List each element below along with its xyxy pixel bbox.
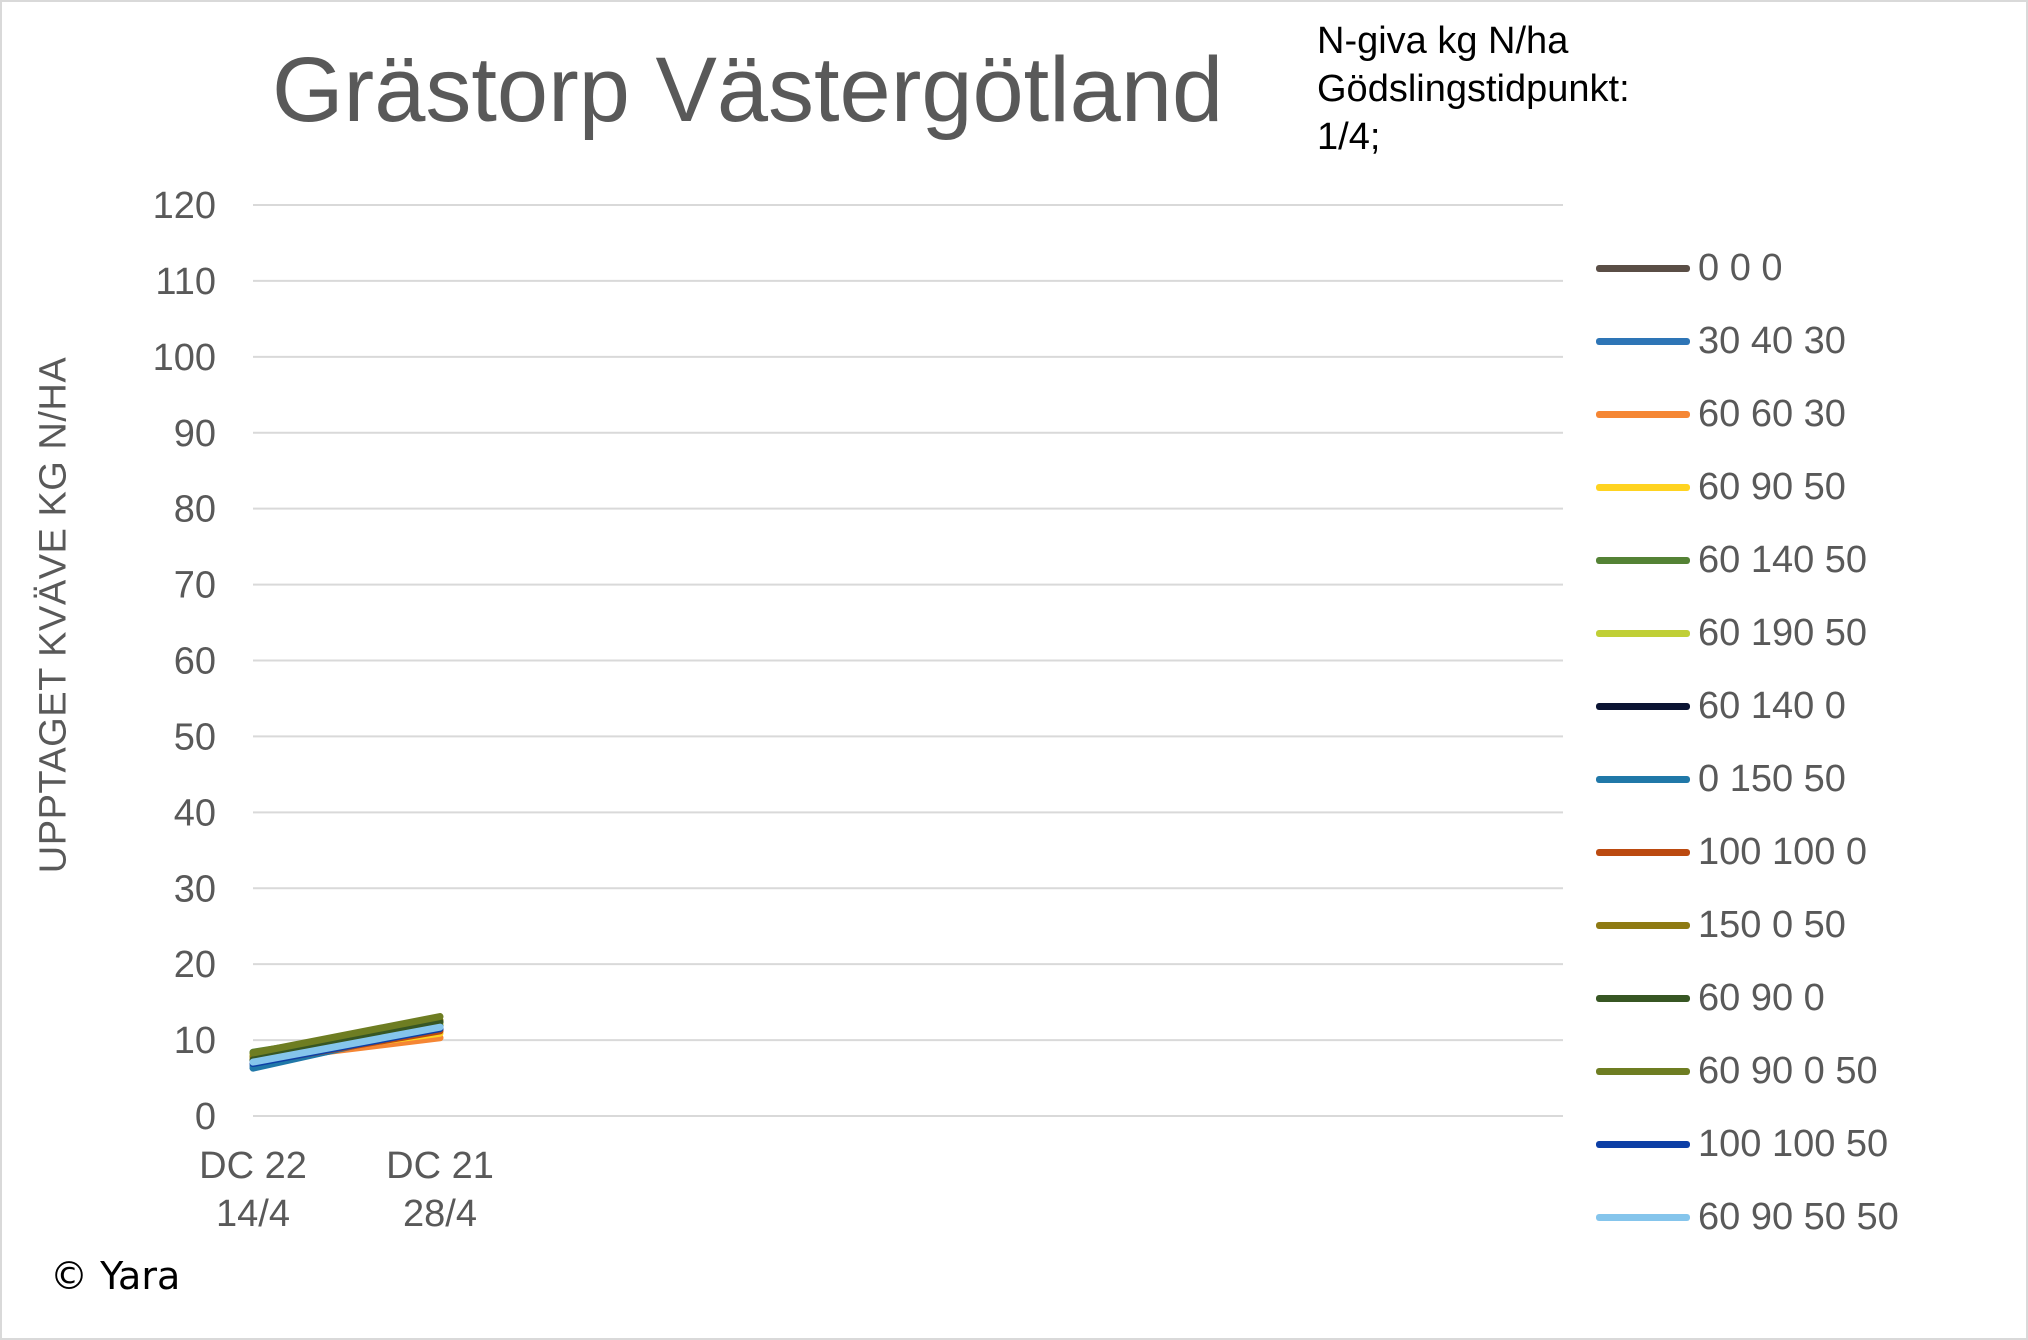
- annotation-line-2: Gödslingstidpunkt:: [1317, 68, 1630, 110]
- y-tick-label: 90: [174, 413, 216, 455]
- legend-swatch: [1596, 922, 1690, 929]
- legend-swatch: [1596, 630, 1690, 637]
- y-tick-labels: 0 10 20 30 40 50 60 70 80 90 100 110 120: [153, 185, 216, 1138]
- x-tick-label: 14/4: [216, 1193, 290, 1235]
- legend-label: 0 150 50: [1698, 758, 1846, 800]
- x-tick-label: 28/4: [403, 1193, 477, 1235]
- chart-title: Grästorp Västergötland: [272, 39, 1224, 141]
- legend-label: 60 90 0 50: [1698, 1050, 1878, 1092]
- y-tick-label: 10: [174, 1020, 216, 1062]
- y-tick-label: 60: [174, 641, 216, 683]
- legend-label: 100 100 50: [1698, 1123, 1889, 1165]
- legend-swatch: [1596, 703, 1690, 710]
- y-tick-label: 30: [174, 868, 216, 910]
- legend-label: 30 40 30: [1698, 320, 1846, 362]
- annotation-line-1: N-giva kg N/ha: [1317, 20, 1569, 62]
- legend-swatch: [1596, 265, 1690, 272]
- legend-swatch: [1596, 995, 1690, 1002]
- legend-label: 100 100 0: [1698, 831, 1868, 873]
- legend-label: 150 0 50: [1698, 904, 1846, 946]
- legend-label: 60 60 30: [1698, 393, 1846, 435]
- legend-label: 60 90 50: [1698, 466, 1846, 508]
- legend-swatch: [1596, 411, 1690, 418]
- copyright-text: © Yara: [50, 1254, 181, 1298]
- legend-label: 60 140 0: [1698, 685, 1846, 727]
- y-tick-label: 80: [174, 489, 216, 531]
- y-tick-label: 110: [155, 261, 216, 303]
- legend-label: 60 190 50: [1698, 612, 1868, 654]
- legend-swatch: [1596, 557, 1690, 564]
- x-tick-label: DC 22: [199, 1145, 307, 1187]
- x-tick-label: DC 21: [386, 1145, 494, 1187]
- y-tick-label: 50: [174, 716, 216, 758]
- x-tick-labels: DC 22 14/4 DC 21 28/4: [199, 1145, 494, 1235]
- legend-swatch: [1596, 484, 1690, 491]
- y-tick-label: 40: [174, 792, 216, 834]
- gridlines: [253, 204, 1563, 1117]
- y-tick-label: 20: [174, 944, 216, 986]
- series-lines: [249, 1013, 444, 1072]
- y-tick-label: 100: [153, 337, 216, 379]
- legend-swatch: [1596, 1214, 1690, 1221]
- annotation-line-3: 1/4;: [1317, 116, 1381, 158]
- legend-swatch: [1596, 1141, 1690, 1148]
- legend-swatch: [1596, 776, 1690, 783]
- series-line-13: [249, 1023, 444, 1066]
- y-tick-label: 70: [174, 565, 216, 607]
- legend-label: 0 0 0: [1698, 247, 1783, 289]
- legend-swatch: [1596, 1068, 1690, 1075]
- y-tick-label: 120: [153, 185, 216, 227]
- series-line-11: [249, 1013, 444, 1057]
- legend-swatch: [1596, 849, 1690, 856]
- legend-label: 60 90 0: [1698, 977, 1825, 1019]
- y-tick-label: 0: [195, 1096, 216, 1138]
- legend-label: 60 140 50: [1698, 539, 1868, 581]
- legend-label: 60 90 50 50: [1698, 1196, 1899, 1238]
- legend-swatch: [1596, 338, 1690, 345]
